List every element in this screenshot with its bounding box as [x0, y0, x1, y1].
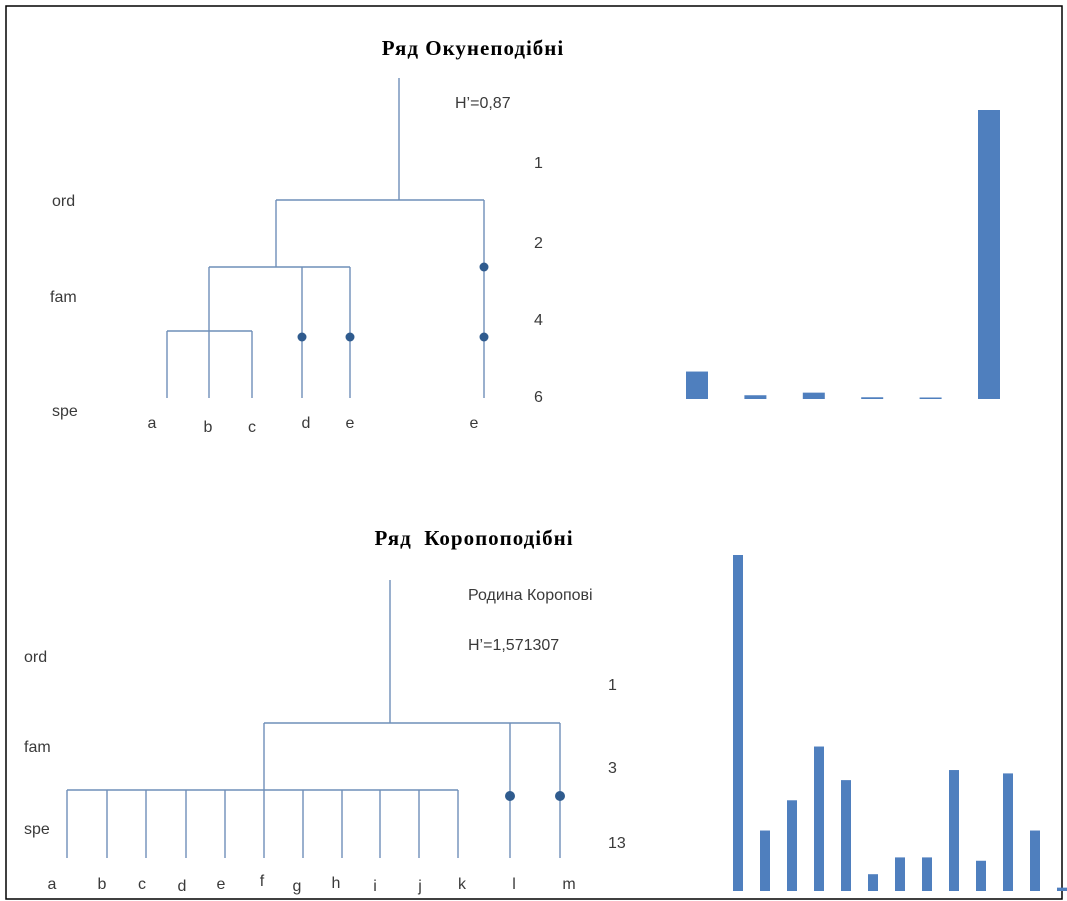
panel1-level-ord: ord [52, 193, 75, 210]
panel2-count-fam: 3 [608, 760, 617, 777]
panel2-leaf-label: c [138, 876, 146, 893]
panel2-leaf-label: f [260, 873, 265, 890]
panel1-count-ord: 1 [534, 155, 543, 172]
panel2-index-label: H’=1,571307 [468, 637, 559, 654]
panel2-level-ord: ord [24, 649, 47, 666]
panel2-count-spe: 13 [608, 835, 626, 852]
panel1-bar-2 [744, 395, 767, 399]
panel1-count-gen: 4 [534, 312, 543, 329]
panel2-leaf-label: g [293, 878, 302, 895]
panel2-family-label: Родина Коропові [468, 587, 593, 604]
panel2-bar-8 [922, 857, 932, 891]
panel1-bar-3 [802, 392, 825, 399]
panel2-bar-1 [733, 555, 743, 891]
panel2-bar-10 [976, 860, 986, 891]
panel2-leaf-label: m [562, 876, 575, 893]
panel1-leaf-label: d [302, 415, 311, 432]
panel2-leaf-label: j [417, 878, 422, 895]
panel1-bar-1 [686, 371, 708, 399]
panel1-node-e [345, 332, 355, 342]
panel2-leaf-label: k [458, 876, 467, 893]
panel1-bar-4 [861, 397, 884, 399]
panel2-bar-3 [787, 800, 797, 891]
figure-border [5, 5, 1063, 900]
panel1-bar-5 [919, 397, 942, 399]
panel2-level-spe: spe [24, 821, 50, 838]
panel2-bar-2 [760, 830, 770, 891]
panel2-bar-11 [1003, 773, 1013, 891]
panel2-bar-12 [1030, 830, 1040, 891]
panel1-count-spe: 6 [534, 389, 543, 406]
panel-perciformes: Ряд Окунеподібні H’=0,87 ord fam spe 1 2… [50, 36, 1000, 436]
panel2-title: Ряд Коропоподібні [374, 526, 573, 550]
panel2-bar-13 [1057, 887, 1067, 891]
panel2-leaf-labels: a b c d e f g h i j k l m [48, 873, 576, 895]
panel2-node-m [555, 791, 565, 801]
panel1-leaf-label: c [248, 419, 256, 436]
panel2-bar-chart [733, 555, 1067, 891]
panel1-count-fam: 2 [534, 235, 543, 252]
panel1-level-spe: spe [52, 403, 78, 420]
panel1-leaf-label: b [204, 419, 213, 436]
panel1-node-right-fam [479, 262, 489, 272]
panel2-dendrogram [66, 580, 565, 858]
panel2-bar-7 [895, 857, 905, 891]
panel2-bar-4 [814, 746, 824, 891]
panel1-node-right-gen [479, 332, 489, 342]
panel1-title: Ряд Окунеподібні [382, 36, 564, 60]
panel2-bar-9 [949, 770, 959, 891]
panel1-level-fam: fam [50, 289, 77, 306]
panel2-node-l [505, 791, 515, 801]
panel1-bar-chart [686, 110, 1000, 399]
panel1-bar-6 [978, 110, 1000, 399]
panel2-leaf-label: d [178, 878, 187, 895]
panel2-leaf-label: i [373, 878, 377, 895]
panel2-count-ord: 1 [608, 677, 617, 694]
panel2-leaf-label: a [48, 876, 57, 893]
panel2-bar-6 [868, 874, 878, 891]
panel1-dendrogram [166, 78, 489, 398]
panel1-leaf-label: a [148, 415, 157, 432]
panel2-leaf-label: l [512, 876, 516, 893]
panel2-leaf-label: b [98, 876, 107, 893]
panel-cypriniformes: Ряд Коропоподібні Родина Коропові H’=1,5… [24, 526, 1067, 895]
panel1-node-d [297, 332, 307, 342]
panel1-leaf-label: e [470, 415, 479, 432]
panel2-level-fam: fam [24, 739, 51, 756]
panel1-leaf-label: e [346, 415, 355, 432]
panel2-leaf-label: e [217, 876, 226, 893]
panel1-index-label: H’=0,87 [455, 95, 511, 112]
panel2-bar-5 [841, 780, 851, 891]
panel2-leaf-label: h [332, 875, 341, 892]
